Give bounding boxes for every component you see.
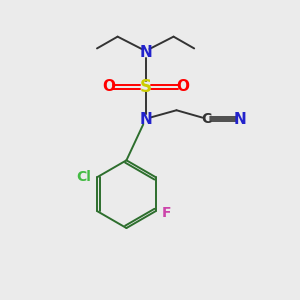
Text: S: S bbox=[140, 78, 152, 96]
Text: O: O bbox=[176, 79, 189, 94]
Text: N: N bbox=[139, 112, 152, 127]
Text: N: N bbox=[139, 45, 152, 60]
Text: N: N bbox=[233, 112, 246, 127]
Text: O: O bbox=[102, 79, 115, 94]
Text: C: C bbox=[201, 112, 211, 126]
Text: F: F bbox=[162, 206, 172, 220]
Text: Cl: Cl bbox=[76, 170, 91, 184]
